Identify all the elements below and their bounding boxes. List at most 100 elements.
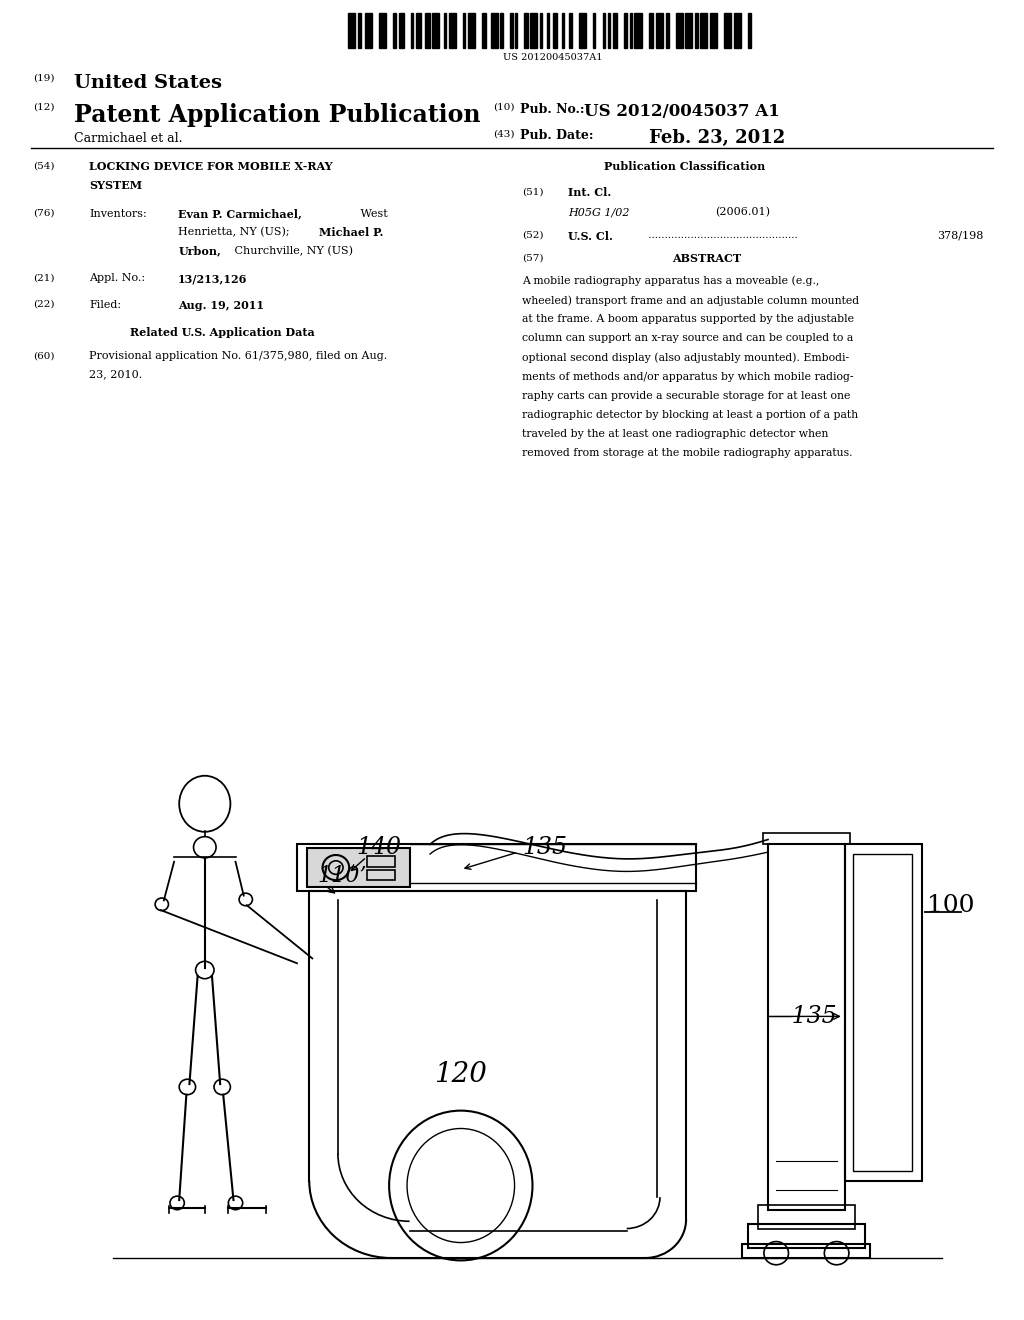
Bar [635,13,641,48]
Bar [853,854,912,1171]
Bar [724,13,731,48]
Ellipse shape [194,837,216,858]
Text: U.S. Cl.: U.S. Cl. [568,231,613,242]
Bar [510,13,513,48]
Text: ..............................................: ........................................… [645,231,798,240]
Text: Pub. No.:: Pub. No.: [520,103,585,116]
Bar [569,13,572,48]
Text: (76): (76) [33,209,54,218]
Bar [367,870,395,880]
Bar [768,845,845,1209]
Text: (43): (43) [494,129,515,139]
Bar [763,833,850,845]
Text: LOCKING DEVICE FOR MOBILE X-RAY: LOCKING DEVICE FOR MOBILE X-RAY [89,161,333,172]
Text: US 20120045037A1: US 20120045037A1 [503,53,603,62]
Bar [463,13,465,48]
Bar [580,13,586,48]
Text: (57): (57) [522,253,544,263]
Text: traveled by the at least one radiographic detector when: traveled by the at least one radiographi… [522,429,828,440]
Bar [742,1243,870,1258]
Text: radiographic detector by blocking at least a portion of a path: radiographic detector by blocking at lea… [522,409,858,420]
Bar [411,13,413,48]
Text: ments of methods and/or apparatus by which mobile radiog-: ments of methods and/or apparatus by whi… [522,372,854,381]
Bar [515,13,517,48]
Bar [444,13,446,48]
Bar [630,13,632,48]
Bar [416,13,421,48]
Bar [553,13,557,48]
Bar [307,849,410,887]
Text: optional second display (also adjustably mounted). Embodi-: optional second display (also adjustably… [522,352,849,363]
Bar [666,13,669,48]
Bar [366,13,373,48]
Bar [468,13,474,48]
Text: (52): (52) [522,231,544,240]
Bar [612,13,617,48]
Bar [379,13,386,48]
Text: Appl. No.:: Appl. No.: [89,273,145,284]
Bar [530,13,537,48]
Bar [758,1205,855,1229]
Text: 23, 2010.: 23, 2010. [89,370,142,380]
Text: (51): (51) [522,187,544,197]
Bar [625,13,628,48]
Bar [602,13,605,48]
Text: Carmichael et al.: Carmichael et al. [74,132,182,145]
Bar [297,845,696,891]
Text: raphy carts can provide a securable storage for at least one: raphy carts can provide a securable stor… [522,391,851,401]
Text: West: West [357,209,388,219]
Text: Urbon,: Urbon, [178,246,221,256]
Text: (54): (54) [33,161,54,170]
Bar [676,13,683,48]
Bar [348,13,355,48]
Text: 135: 135 [522,836,567,859]
Text: (60): (60) [33,351,54,360]
Text: Publication Classification: Publication Classification [604,161,765,172]
Text: Int. Cl.: Int. Cl. [568,187,611,198]
Text: Michael P.: Michael P. [319,227,384,238]
Text: 140: 140 [356,836,401,859]
Text: Aug. 19, 2011: Aug. 19, 2011 [178,300,264,310]
Bar [481,13,486,48]
Text: (21): (21) [33,273,54,282]
Bar [524,13,527,48]
Bar [685,13,692,48]
Text: 110’: 110’ [317,866,367,887]
Bar [449,13,456,48]
Text: (10): (10) [494,103,515,112]
Text: Feb. 23, 2012: Feb. 23, 2012 [649,129,785,148]
Bar [490,13,498,48]
Text: 100: 100 [927,894,974,917]
Text: Provisional application No. 61/375,980, filed on Aug.: Provisional application No. 61/375,980, … [89,351,387,362]
Text: removed from storage at the mobile radiography apparatus.: removed from storage at the mobile radio… [522,447,853,458]
Text: 120: 120 [434,1061,487,1088]
Bar [694,13,697,48]
Text: A mobile radiography apparatus has a moveable (e.g.,: A mobile radiography apparatus has a mov… [522,276,819,286]
Text: 378/198: 378/198 [937,231,983,242]
Text: Filed:: Filed: [89,300,121,310]
Bar [432,13,439,48]
Bar [357,13,360,48]
Text: wheeled) transport frame and an adjustable column mounted: wheeled) transport frame and an adjustab… [522,296,859,306]
Text: —135: —135 [768,1005,837,1028]
Text: SYSTEM: SYSTEM [89,180,142,190]
Text: United States: United States [74,74,222,92]
Text: Churchville, NY (US): Churchville, NY (US) [231,246,353,256]
Text: (2006.01): (2006.01) [715,207,770,218]
Text: US 2012/0045037 A1: US 2012/0045037 A1 [584,103,779,120]
Bar [656,13,664,48]
Bar [749,13,751,48]
Bar [367,855,395,867]
Bar [711,13,717,48]
Bar [501,13,503,48]
Bar [547,13,550,48]
Text: Pub. Date:: Pub. Date: [520,129,594,143]
Text: (22): (22) [33,300,54,309]
Bar [393,13,395,48]
Bar [648,13,653,48]
Text: (12): (12) [33,103,54,112]
Bar [593,13,596,48]
Text: H05G 1/02: H05G 1/02 [568,207,630,218]
Bar [748,1224,865,1249]
Text: Evan P. Carmichael,: Evan P. Carmichael, [178,209,302,219]
